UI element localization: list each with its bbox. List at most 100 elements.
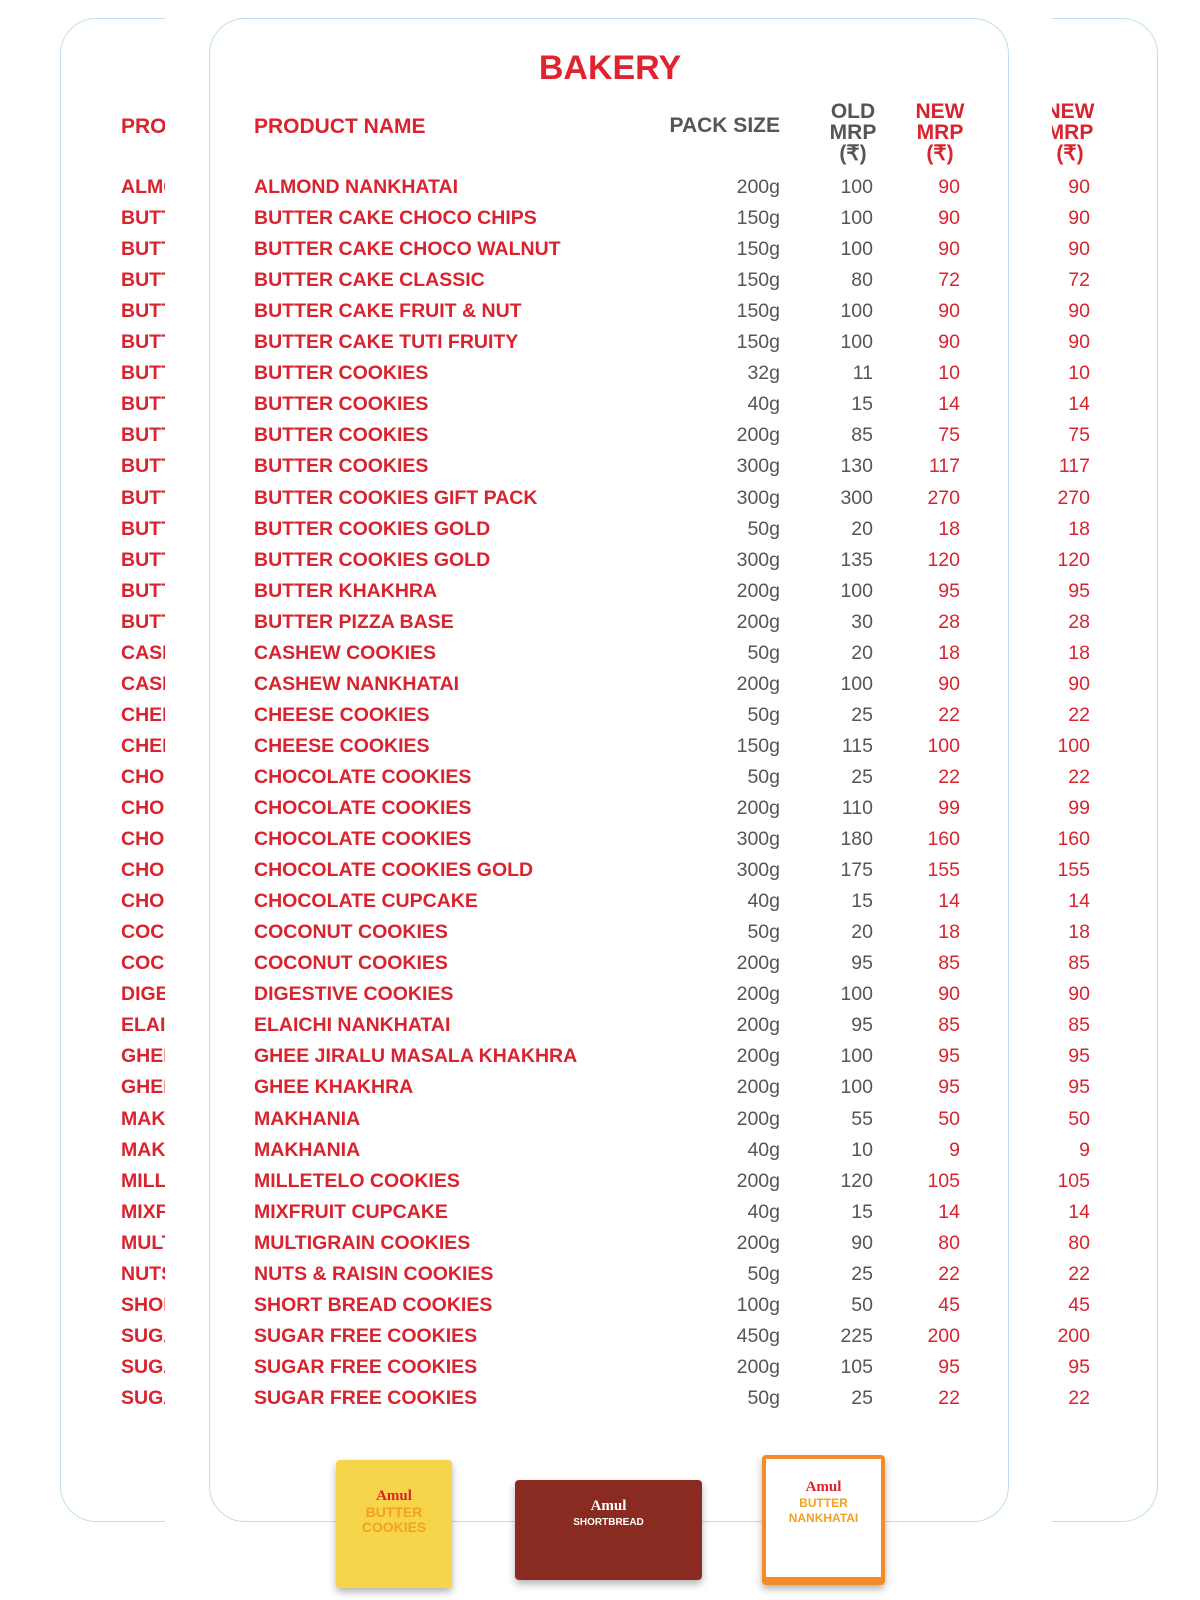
product-name: GHEE KHAKHRA [121,1076,165,1099]
pack-size: 200g [736,1045,780,1068]
new-mrp: 99 [1068,797,1090,819]
product-name: BUTTER PIZZA BASE [254,610,454,633]
new-mrp: 95 [1068,579,1090,602]
product-name: NUTS & RAISIN COOKIES [121,1262,165,1285]
new-mrp: 90 [938,176,960,198]
new-mrp: 270 [1057,486,1090,509]
old-mrp: 25 [851,1386,873,1409]
product-name: SUGAR FREE COOKIES [254,1324,478,1347]
new-mrp: 18 [938,517,960,540]
product-name: SHORT BREAD COOKIES [254,1293,493,1316]
old-mrp: 55 [851,1107,873,1130]
product-name: BUTTER COOKIES GOLD [254,548,491,571]
product-name: MILLETELO COOKIES [121,1169,165,1192]
new-mrp: 90 [938,331,960,354]
pack-size: 200g [736,1231,780,1254]
product-name: BUTTER CAKE CHOCO CHIPS [254,207,537,230]
product-name: CHOCOLATE COOKIES [254,797,472,819]
product-label: SHORTBREAD [573,1517,644,1528]
old-mrp: 100 [840,300,873,323]
product-brand: Amul [590,1498,627,1514]
new-mrp: 14 [1068,890,1090,913]
pack-size: 150g [736,238,780,261]
new-mrp: 9 [949,1138,960,1161]
new-mrp: 10 [938,362,960,385]
new-mrp: 90 [938,672,960,695]
new-mrp: 85 [938,952,960,975]
title: BAKERY [538,49,682,87]
new-mrp: 90 [938,238,960,261]
product-name: CHOCOLATE COOKIES [121,797,165,819]
product-name: CASHEW COOKIES [121,641,165,664]
pack-size: 200g [736,1355,780,1378]
product-name: ALMOND NANKHATAI [121,176,165,198]
new-mrp: 45 [938,1293,960,1316]
new-mrp: 10 [1068,362,1090,385]
product-name: ALMOND NANKHATAI [254,176,458,198]
new-mrp: 14 [1068,1200,1090,1223]
product-name: COCONUT COOKIES [121,952,165,975]
column-header: PRODUCT NAME [121,115,165,138]
product-name: BUTTER CAKE CLASSIC [254,269,485,292]
pack-size: 150g [736,300,780,323]
product-name: BUTTER CAKE FRUIT & NUT [121,300,165,323]
old-mrp: 180 [840,828,873,851]
pack-size: 200g [736,610,780,633]
product-name: CHOCOLATE CUPCAKE [254,890,478,913]
new-mrp: 90 [1068,176,1090,198]
pack-size: 40g [747,1200,780,1223]
product-name: CHEESE COOKIES [254,703,430,726]
new-mrp: 22 [1068,765,1090,788]
product-name: CHOCOLATE COOKIES [254,828,472,851]
product-name: ELAICHI NANKHATAI [121,1014,165,1037]
new-mrp: 22 [938,703,960,726]
product-name: CHOCOLATE COOKIES [254,765,472,788]
product-name: BUTTER COOKIES [121,393,165,416]
old-mrp: 15 [851,890,873,913]
new-mrp: 72 [938,269,960,292]
old-mrp: 175 [840,859,873,882]
new-mrp: 9 [1079,1138,1090,1161]
pack-size: 300g [736,859,780,882]
new-mrp: 14 [938,890,960,913]
new-mrp: 28 [1068,610,1090,633]
product-name: MULTIGRAIN COOKIES [121,1231,165,1254]
product-name: MILLETELO COOKIES [254,1169,460,1192]
new-mrp: 14 [1068,393,1090,416]
product-name: BUTTER COOKIES [254,393,429,416]
product-name: BUTTER COOKIES GIFT PACK [254,486,538,509]
product-name: BUTTER COOKIES [254,424,429,447]
new-mrp: 117 [928,455,960,478]
product-name: CHEESE COOKIES [254,734,430,757]
product-name: MULTIGRAIN COOKIES [254,1231,471,1254]
product-name: CHEESE COOKIES [121,734,165,757]
product-name: CHOCOLATE COOKIES GOLD [121,859,165,882]
pack-size: 200g [736,952,780,975]
product-name: MAKHANIA [254,1107,361,1130]
product-name: CASHEW NANKHATAI [254,672,460,695]
column-header: PRODUCT NAME [254,115,426,138]
old-mrp: 90 [851,1231,873,1254]
product-name: MAKHANIA [254,1138,361,1161]
old-mrp: 30 [851,610,873,633]
pack-size: 50g [747,517,780,540]
new-mrp: 22 [938,765,960,788]
product-image: Amul BUTTER NANKHATAI [762,1455,885,1585]
old-mrp: 95 [851,952,873,975]
pack-size: 450g [736,1324,780,1347]
product-name: MAKHANIA [121,1107,165,1130]
pack-size: 300g [736,828,780,851]
new-mrp: 18 [938,921,960,944]
new-mrp: 120 [1057,548,1090,571]
new-mrp: 100 [927,734,960,757]
product-name: BUTTER COOKIES GOLD [121,517,165,540]
new-mrp: 90 [1068,238,1090,261]
new-mrp: 90 [938,207,960,230]
old-mrp: 110 [841,797,873,819]
pack-size: 300g [736,486,780,509]
pack-size: 50g [747,703,780,726]
new-mrp: 90 [1068,983,1090,1006]
column-header: NEW MRP (₹) [1052,100,1095,165]
new-mrp: 80 [1068,1231,1090,1254]
